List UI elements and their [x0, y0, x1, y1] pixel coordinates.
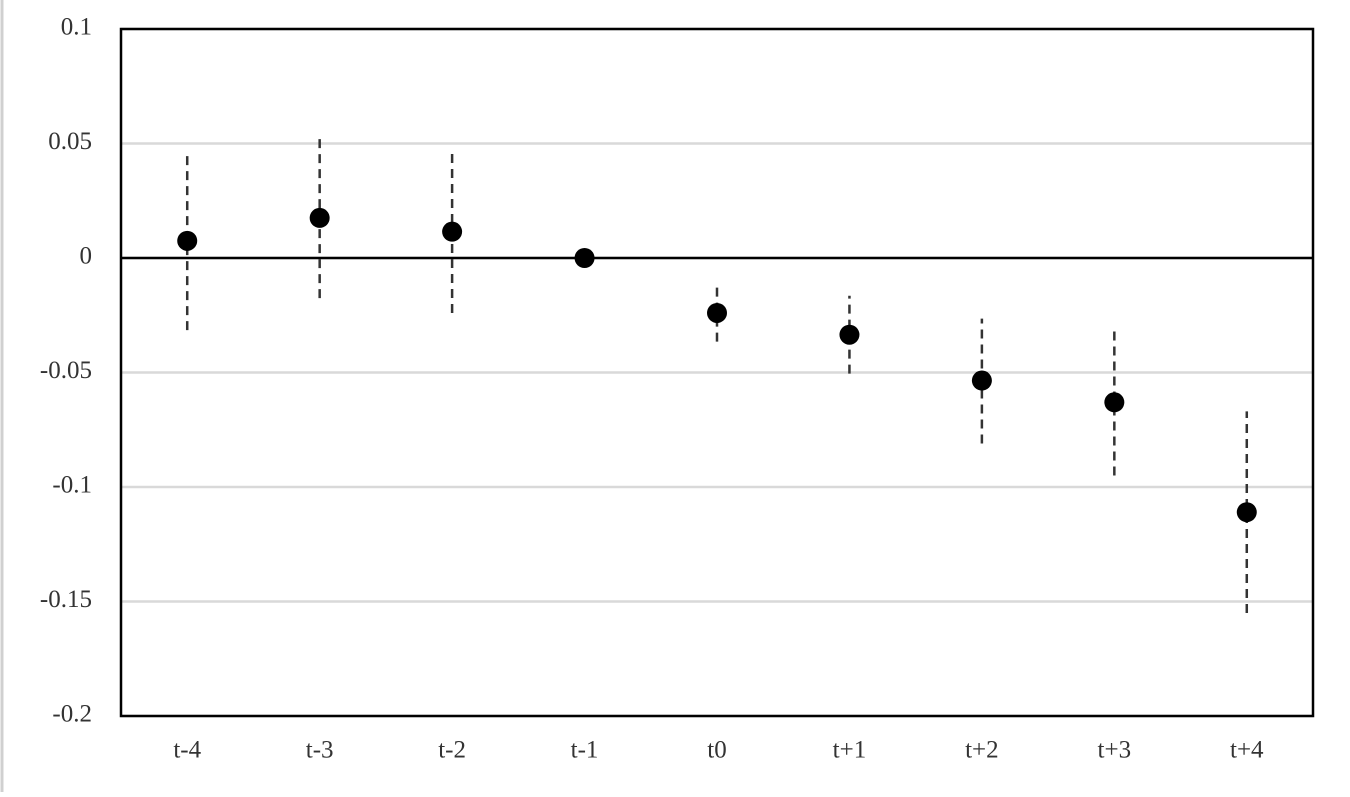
point: [309, 207, 330, 228]
point: [574, 248, 595, 268]
point: [707, 302, 727, 323]
point: [839, 324, 860, 345]
point: [1236, 502, 1257, 523]
y-tick-label: 0.1: [61, 14, 92, 41]
x-tick-label: t+2: [965, 737, 999, 764]
point: [442, 221, 463, 242]
x-tick-label: t-3: [306, 737, 334, 764]
x-tick-label: t-2: [438, 737, 466, 764]
x-tick-label: t-4: [173, 737, 201, 764]
x-tick-label: t-1: [571, 737, 599, 764]
x-tick-label: t0: [707, 737, 726, 764]
point: [1104, 392, 1125, 413]
x-tick-label: t+1: [833, 737, 867, 764]
x-tick-label: t+4: [1230, 737, 1264, 764]
y-tick-label: -0.1: [52, 472, 92, 499]
y-tick-label: -0.15: [40, 586, 92, 613]
point: [177, 230, 198, 251]
y-tick-label: -0.05: [40, 357, 92, 384]
y-tick-label: -0.2: [52, 701, 92, 728]
y-tick-label: 0.05: [48, 128, 92, 155]
y-tick-label: 0: [80, 243, 93, 270]
plot-frame: [119, 27, 1315, 718]
point: [971, 370, 992, 391]
x-tick-label: t+3: [1098, 737, 1132, 764]
